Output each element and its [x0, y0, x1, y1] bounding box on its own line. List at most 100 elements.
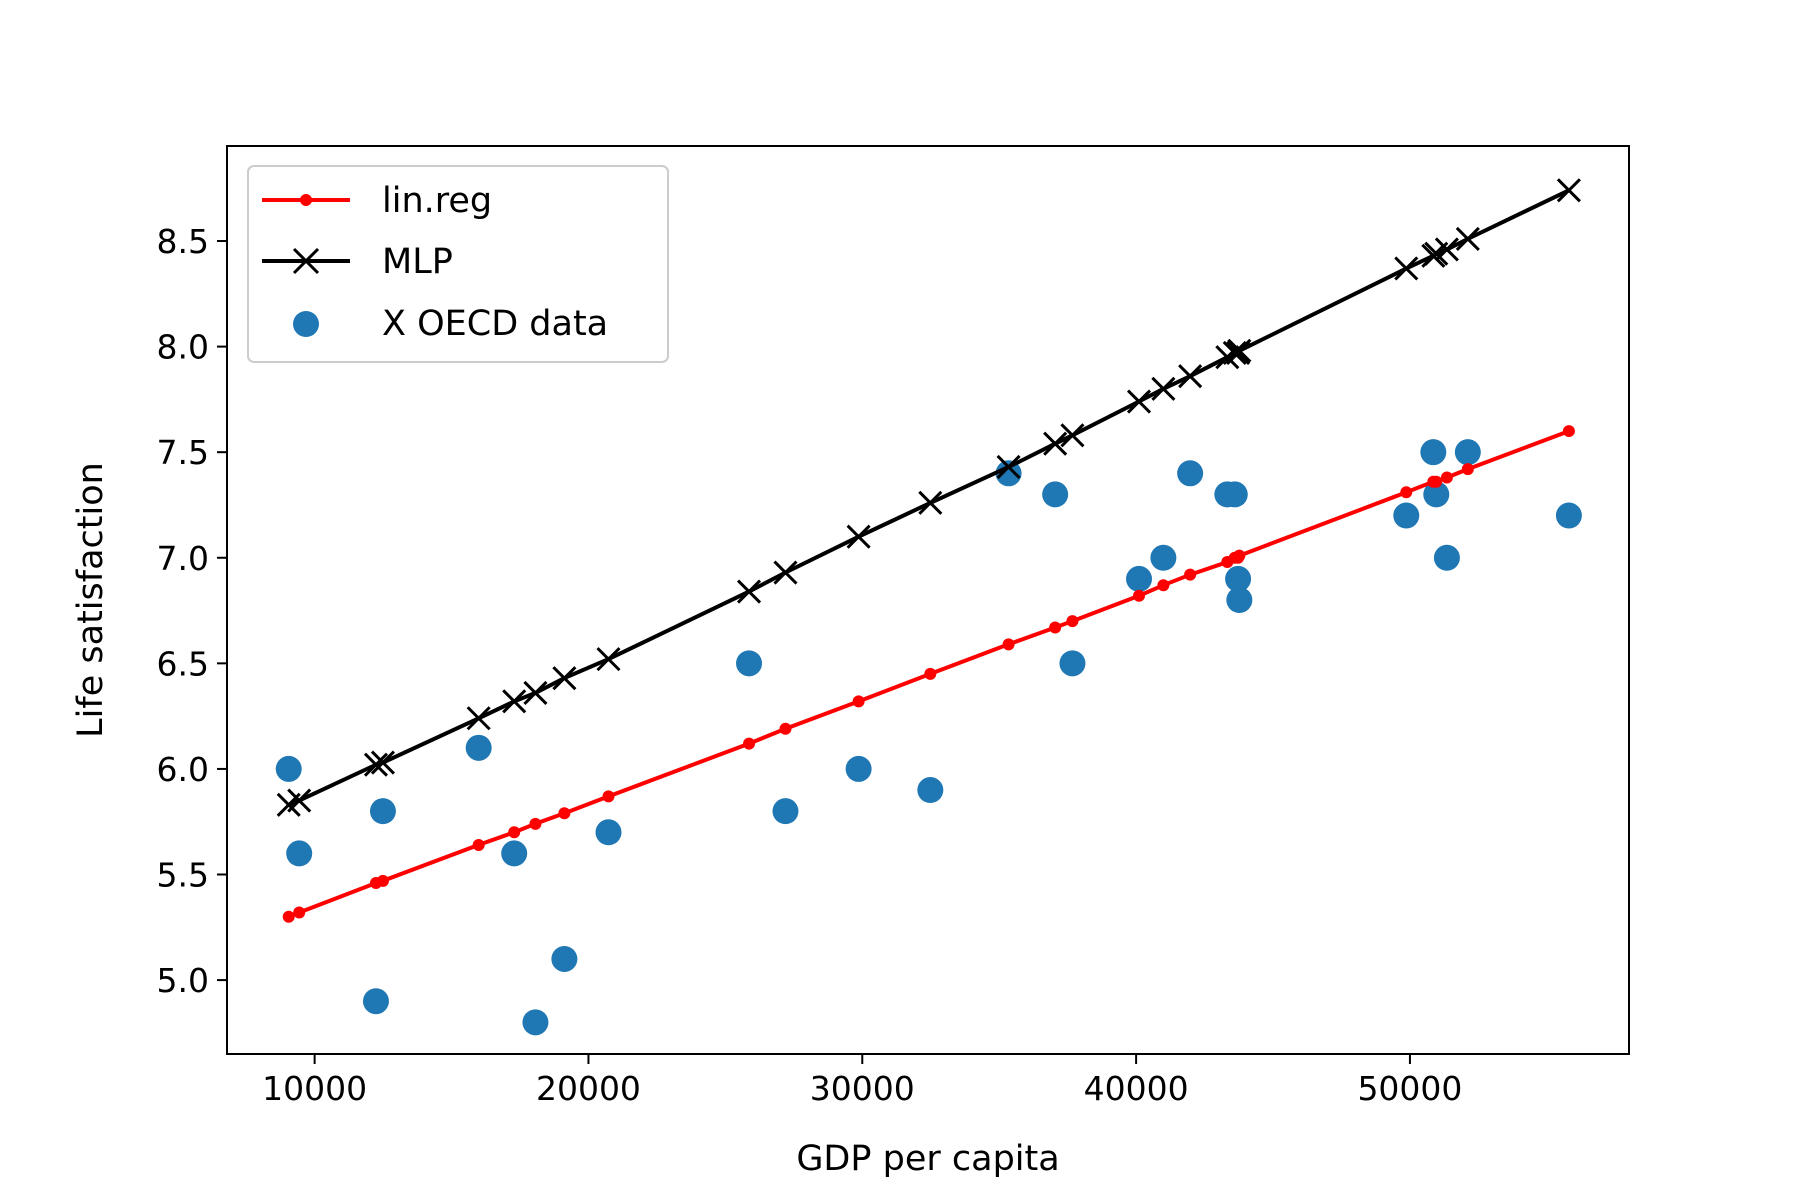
x-oecd-data-point: [1423, 481, 1450, 508]
x-oecd-data-point: [595, 819, 622, 846]
y-tick-label: 7.0: [157, 539, 209, 578]
mlp-marker: [1178, 364, 1203, 389]
x-oecd-data-point: [1177, 460, 1204, 487]
mlp-marker: [370, 750, 396, 775]
mlp-marker: [1151, 376, 1176, 401]
x-oecd-data-point: [1221, 481, 1248, 508]
mlp-marker: [1222, 340, 1247, 366]
lin-reg-marker: [529, 817, 542, 830]
lin-reg-marker: [1400, 486, 1413, 499]
x-oecd-data-point: [736, 650, 763, 677]
plot-area: [275, 178, 1582, 1036]
lin-reg-marker: [779, 722, 792, 735]
lin-reg-marker: [1184, 568, 1197, 581]
legend: lin.reg MLP X OECD data: [247, 165, 669, 363]
y-tick-label: 5.5: [157, 856, 209, 895]
y-tick-label: 8.0: [157, 328, 209, 367]
x-oecd-data-point: [275, 755, 302, 782]
x-tick-label: 50000: [1357, 1069, 1462, 1108]
mlp-marker: [552, 666, 577, 691]
lin-reg-marker: [1066, 615, 1079, 628]
x-oecd-data-point: [1226, 587, 1253, 613]
x-oecd-data-point: [1420, 439, 1447, 466]
lin-reg-marker: [602, 790, 615, 803]
mlp-marker: [1394, 256, 1419, 281]
mlp-marker: [736, 579, 762, 604]
x-tick-label: 20000: [536, 1069, 641, 1108]
x-tick-label: 30000: [810, 1069, 915, 1108]
y-tick-label: 8.5: [157, 222, 209, 261]
lin-reg-marker: [1562, 425, 1575, 438]
lin-reg-marker: [376, 874, 389, 887]
lin-reg-marker: [743, 737, 756, 750]
x-oecd-data-point: [1454, 439, 1481, 466]
mlp-marker: [363, 752, 389, 777]
mlp-marker: [996, 454, 1021, 480]
lin-reg-marker: [558, 807, 571, 820]
lin-reg-marker: [924, 667, 937, 680]
lin-reg-marker: [293, 906, 306, 919]
y-axis-label: Life satisfaction: [71, 462, 111, 738]
lin-reg-marker: [1233, 549, 1246, 562]
x-oecd-data-point: [1225, 565, 1252, 592]
x-oecd-data-point: [369, 798, 396, 825]
lin-reg-marker: [282, 910, 295, 923]
mlp-marker: [918, 490, 943, 515]
mlp-marker: [1434, 237, 1459, 262]
lin-reg-marker: [1440, 471, 1453, 484]
x-oecd-data-point: [1059, 650, 1086, 677]
x-oecd-data-point: [845, 755, 872, 782]
lin-reg-marker: [508, 826, 521, 839]
x-oecd-data-point: [1555, 502, 1582, 529]
legend-oecd-marker: [293, 311, 319, 337]
lin-reg-marker: [1461, 463, 1474, 476]
x-axis-label: GDP per capita: [796, 1139, 1059, 1179]
legend-mlp-marker: [292, 247, 320, 275]
mlp-marker: [1060, 423, 1085, 448]
y-tick-label: 7.5: [157, 433, 209, 472]
lin-reg-marker: [1133, 589, 1146, 602]
y-tick-label: 6.0: [157, 750, 209, 789]
mlp-marker: [466, 706, 491, 731]
y-tick-label: 6.5: [157, 644, 209, 683]
lin-reg-marker: [1002, 638, 1015, 651]
mlp-marker: [773, 560, 798, 585]
mlp-marker: [523, 680, 548, 705]
legend-box: [247, 165, 669, 363]
lin-reg-marker: [1049, 621, 1062, 634]
x-oecd-data-point: [917, 777, 944, 804]
legend-linreg-label: lin.reg: [382, 181, 492, 221]
x-oecd-data-point: [522, 1009, 549, 1036]
lin-reg-marker: [1430, 475, 1443, 488]
x-tick-label: 10000: [262, 1069, 367, 1108]
legend-mlp-label: MLP: [382, 242, 453, 282]
axis-ticks: 10000 20000 30000 40000 50000 5.0 5.5 6.0 6.5 7.0…: [157, 222, 1463, 1108]
axes-frame: [226, 145, 1630, 1055]
lin-reg-marker: [472, 838, 485, 851]
x-oecd-data-point: [772, 798, 799, 825]
mlp-marker: [1455, 226, 1480, 251]
x-oecd-data-point: [1393, 502, 1420, 529]
mlp-marker: [1556, 178, 1581, 203]
x-oecd-data-point: [362, 988, 389, 1015]
mlp-marker: [287, 788, 312, 813]
x-oecd-data-point: [465, 734, 492, 761]
x-oecd-data-point: [1126, 565, 1153, 592]
legend-oecd-label: X OECD data: [382, 304, 608, 344]
x-oecd-data-point: [1042, 481, 1069, 508]
x-oecd-data-point: [1150, 544, 1177, 571]
y-tick-label: 5.0: [157, 961, 209, 1000]
lin-reg-marker: [1157, 579, 1170, 592]
mlp-marker: [1227, 338, 1252, 363]
x-tick-label: 40000: [1084, 1069, 1189, 1108]
x-oecd-data-point: [1433, 544, 1460, 571]
legend-linreg-marker: [300, 194, 312, 206]
x-oecd-data-point: [501, 840, 528, 867]
lin-reg-marker: [852, 695, 865, 708]
mlp-marker: [846, 524, 871, 549]
mlp-marker: [502, 689, 527, 714]
mlp-marker: [596, 647, 621, 672]
x-oecd-data-point: [995, 460, 1022, 487]
mlp-marker: [1043, 431, 1068, 456]
